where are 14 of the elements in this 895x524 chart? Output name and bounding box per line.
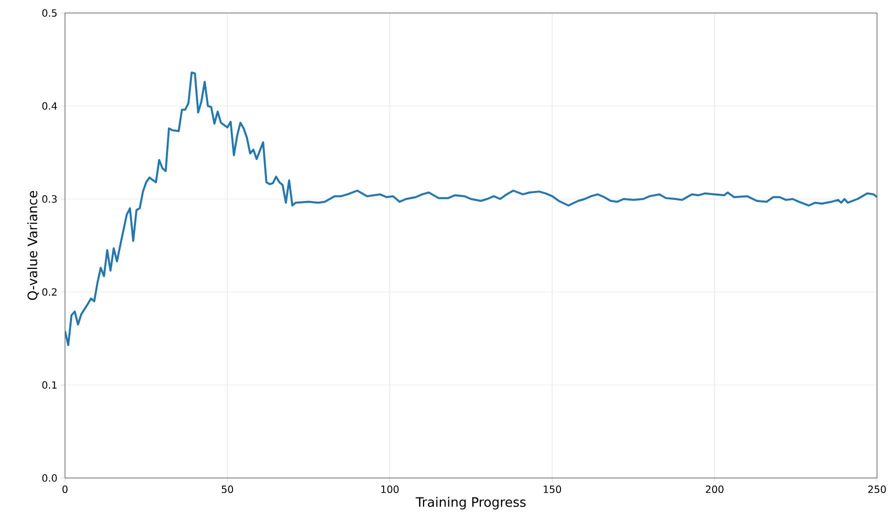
- y-tick-label: 0.0: [42, 474, 57, 482]
- x-axis-title: Training Progress: [416, 496, 526, 510]
- y-axis-title: Q-value Variance: [27, 190, 39, 300]
- y-tick-label: 0.5: [42, 9, 57, 17]
- y-tick-label: 0.3: [42, 195, 57, 203]
- y-tick-label: 0.1: [42, 381, 57, 389]
- y-tick-label: 0.4: [42, 102, 57, 110]
- x-tick-label: 200: [706, 486, 724, 494]
- x-tick-label: 50: [222, 486, 234, 494]
- y-tick-label: 0.2: [42, 288, 56, 296]
- x-tick-label: 100: [381, 486, 399, 494]
- x-tick-label: 250: [868, 486, 886, 494]
- x-tick-label: 0: [62, 486, 68, 494]
- x-tick-label: 150: [544, 486, 562, 494]
